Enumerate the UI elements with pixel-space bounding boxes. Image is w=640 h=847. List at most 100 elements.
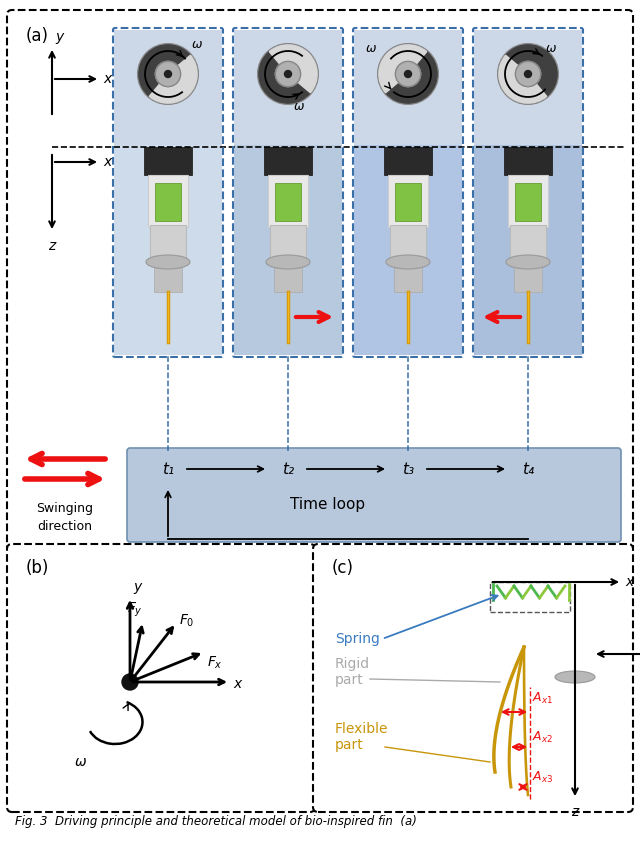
Polygon shape: [526, 612, 536, 712]
Text: t₂: t₂: [282, 462, 294, 477]
Text: ω: ω: [546, 42, 557, 55]
Wedge shape: [259, 52, 310, 103]
Bar: [354, 30, 462, 145]
Bar: [394, 260, 422, 292]
Bar: [114, 30, 222, 145]
Bar: [270, 225, 306, 262]
Wedge shape: [506, 45, 557, 97]
Text: $A_{x1}$: $A_{x1}$: [532, 691, 553, 706]
Text: $A_{x3}$: $A_{x3}$: [532, 770, 553, 785]
Text: t₃: t₃: [402, 462, 414, 477]
Text: x: x: [625, 575, 633, 589]
Bar: [268, 175, 308, 227]
FancyBboxPatch shape: [7, 544, 315, 812]
Bar: [150, 225, 186, 262]
Ellipse shape: [555, 671, 595, 683]
Wedge shape: [130, 639, 180, 699]
Bar: [514, 260, 542, 292]
Bar: [154, 260, 182, 292]
Bar: [395, 183, 421, 221]
Text: ω: ω: [294, 100, 305, 113]
Bar: [560, 645, 590, 677]
Text: t₄: t₄: [522, 462, 534, 477]
Text: ω: ω: [75, 755, 86, 769]
Wedge shape: [66, 682, 196, 750]
Bar: [490, 582, 570, 612]
Text: Flexible
part: Flexible part: [335, 722, 388, 752]
Text: ω: ω: [192, 38, 202, 51]
Wedge shape: [269, 45, 317, 92]
Bar: [274, 260, 302, 292]
Wedge shape: [149, 55, 197, 103]
Text: t₁: t₁: [162, 462, 174, 477]
Circle shape: [156, 61, 180, 86]
Text: Rigid
part: Rigid part: [335, 657, 370, 687]
Bar: [474, 30, 582, 145]
Circle shape: [396, 61, 420, 86]
Wedge shape: [499, 55, 547, 103]
Wedge shape: [62, 614, 164, 706]
Bar: [384, 147, 432, 175]
Text: z: z: [49, 239, 56, 253]
Bar: [264, 147, 312, 175]
Text: x: x: [103, 72, 111, 86]
Text: x: x: [233, 677, 241, 691]
Text: Swinging
direction: Swinging direction: [36, 502, 93, 533]
Circle shape: [498, 44, 558, 104]
Text: $F_0$: $F_0$: [179, 612, 195, 629]
Text: Spring: Spring: [335, 632, 380, 646]
Text: Fig. 3  Driving principle and theoretical model of bio-inspired fin  (a): Fig. 3 Driving principle and theoretical…: [15, 815, 417, 828]
Wedge shape: [83, 682, 179, 732]
Wedge shape: [139, 45, 190, 97]
Bar: [390, 225, 426, 262]
Text: y: y: [55, 30, 63, 44]
Bar: [553, 582, 597, 607]
Bar: [354, 145, 462, 355]
Text: $F_y$: $F_y$: [127, 601, 143, 619]
Text: ω: ω: [366, 42, 376, 55]
Bar: [388, 175, 428, 227]
Wedge shape: [379, 45, 427, 92]
Text: $F_x$: $F_x$: [207, 655, 223, 672]
Polygon shape: [498, 612, 532, 712]
Bar: [234, 30, 342, 145]
Ellipse shape: [506, 255, 550, 269]
Text: $A_{x2}$: $A_{x2}$: [532, 730, 553, 745]
FancyBboxPatch shape: [127, 448, 621, 542]
Text: (a): (a): [26, 27, 49, 45]
Text: (b): (b): [26, 559, 49, 577]
Bar: [144, 147, 192, 175]
Circle shape: [258, 44, 318, 104]
Circle shape: [378, 44, 438, 104]
Bar: [114, 145, 222, 355]
Text: y: y: [133, 580, 141, 594]
Bar: [474, 145, 582, 355]
Bar: [155, 183, 181, 221]
Ellipse shape: [266, 255, 310, 269]
FancyBboxPatch shape: [313, 544, 633, 812]
Bar: [504, 147, 552, 175]
Ellipse shape: [386, 255, 430, 269]
Text: x: x: [103, 155, 111, 169]
Bar: [510, 225, 546, 262]
Circle shape: [404, 70, 412, 77]
Wedge shape: [386, 52, 437, 103]
Bar: [275, 183, 301, 221]
Wedge shape: [80, 632, 155, 699]
Text: z: z: [572, 805, 579, 819]
Circle shape: [275, 61, 301, 86]
Circle shape: [285, 70, 291, 77]
Circle shape: [122, 674, 138, 690]
Text: Time loop: Time loop: [291, 497, 365, 512]
Circle shape: [164, 70, 172, 77]
Text: (c): (c): [332, 559, 354, 577]
Circle shape: [525, 70, 531, 77]
Bar: [557, 605, 593, 647]
Circle shape: [138, 44, 198, 104]
Ellipse shape: [146, 255, 190, 269]
Wedge shape: [130, 623, 198, 706]
Bar: [508, 175, 548, 227]
Bar: [234, 145, 342, 355]
Bar: [515, 183, 541, 221]
Polygon shape: [512, 612, 534, 712]
